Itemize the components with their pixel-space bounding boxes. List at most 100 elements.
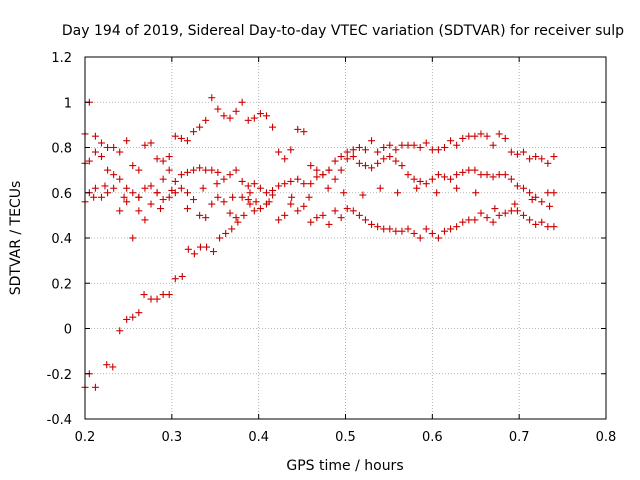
data-point bbox=[183, 189, 191, 197]
data-point bbox=[428, 229, 436, 237]
data-point bbox=[410, 175, 418, 183]
x-axis-label: GPS time / hours bbox=[286, 458, 403, 474]
data-point bbox=[288, 193, 296, 201]
data-point bbox=[538, 218, 546, 226]
data-point bbox=[141, 141, 149, 149]
data-point bbox=[208, 200, 216, 208]
data-point bbox=[300, 180, 308, 188]
data-point bbox=[380, 225, 388, 233]
data-point bbox=[222, 229, 230, 237]
data-point bbox=[489, 173, 497, 181]
data-point bbox=[250, 180, 258, 188]
data-point bbox=[453, 184, 461, 192]
data-point bbox=[171, 275, 179, 283]
data-point bbox=[256, 205, 264, 213]
data-point bbox=[340, 189, 348, 197]
data-point bbox=[159, 291, 167, 299]
data-point bbox=[491, 205, 499, 213]
data-point bbox=[168, 186, 176, 194]
data-point bbox=[196, 211, 204, 219]
data-point bbox=[544, 159, 552, 167]
data-point bbox=[546, 202, 554, 210]
data-point bbox=[153, 189, 161, 197]
data-point bbox=[398, 162, 406, 170]
data-point bbox=[281, 211, 289, 219]
data-point bbox=[361, 162, 369, 170]
data-point bbox=[159, 157, 167, 165]
data-point bbox=[471, 166, 479, 174]
data-point bbox=[269, 191, 277, 199]
data-point bbox=[214, 168, 222, 176]
data-point bbox=[520, 211, 528, 219]
data-point bbox=[90, 193, 98, 201]
data-point bbox=[232, 214, 240, 222]
data-point bbox=[349, 153, 357, 161]
data-point bbox=[116, 148, 124, 156]
data-point bbox=[528, 196, 536, 204]
data-point bbox=[265, 198, 273, 206]
y-tick-label: 0.4 bbox=[51, 232, 72, 247]
data-point bbox=[398, 141, 406, 149]
data-point bbox=[116, 175, 124, 183]
data-point bbox=[434, 171, 442, 179]
data-point bbox=[141, 216, 149, 224]
chart-title: Day 194 of 2019, Sidereal Day-to-day VTE… bbox=[62, 23, 624, 39]
data-point bbox=[287, 200, 295, 208]
y-tick-label: 0.2 bbox=[51, 277, 72, 292]
data-point bbox=[213, 180, 221, 188]
data-point bbox=[520, 184, 528, 192]
data-point bbox=[331, 157, 339, 165]
data-point bbox=[165, 166, 173, 174]
data-point bbox=[416, 177, 424, 185]
data-point bbox=[135, 193, 143, 201]
data-point bbox=[147, 295, 155, 303]
data-point bbox=[386, 141, 394, 149]
data-point bbox=[294, 175, 302, 183]
data-point bbox=[183, 205, 191, 213]
data-point bbox=[153, 155, 161, 163]
data-point bbox=[355, 159, 363, 167]
data-point bbox=[97, 139, 105, 147]
data-point bbox=[91, 132, 99, 140]
data-point bbox=[165, 153, 173, 161]
data-point bbox=[305, 193, 313, 201]
data-point bbox=[532, 220, 540, 228]
data-point bbox=[343, 148, 351, 156]
data-point bbox=[159, 175, 167, 183]
data-point bbox=[184, 245, 192, 253]
data-point bbox=[465, 132, 473, 140]
data-point bbox=[116, 327, 124, 335]
data-point bbox=[428, 175, 436, 183]
data-point bbox=[440, 173, 448, 181]
data-point bbox=[324, 184, 332, 192]
data-point bbox=[511, 200, 519, 208]
data-point bbox=[319, 171, 327, 179]
data-point bbox=[178, 272, 186, 280]
data-point bbox=[319, 211, 327, 219]
data-point bbox=[513, 182, 521, 190]
data-point bbox=[477, 209, 485, 217]
data-point bbox=[368, 164, 376, 172]
data-point bbox=[307, 162, 315, 170]
data-point bbox=[507, 207, 515, 215]
data-point bbox=[495, 130, 503, 138]
data-point bbox=[275, 182, 283, 190]
data-point bbox=[404, 171, 412, 179]
data-point bbox=[359, 191, 367, 199]
data-point bbox=[386, 225, 394, 233]
data-point bbox=[483, 132, 491, 140]
data-point bbox=[307, 180, 315, 188]
data-point bbox=[538, 198, 546, 206]
data-point bbox=[483, 214, 491, 222]
data-point bbox=[472, 189, 480, 197]
data-point bbox=[428, 146, 436, 154]
data-point bbox=[447, 225, 455, 233]
y-tick-label: 0 bbox=[64, 323, 72, 338]
y-tick-label: 1.2 bbox=[51, 51, 72, 66]
data-point bbox=[199, 184, 207, 192]
data-point bbox=[507, 175, 515, 183]
grid-lines bbox=[85, 57, 606, 419]
data-point bbox=[337, 166, 345, 174]
data-point bbox=[214, 193, 222, 201]
data-point bbox=[238, 98, 246, 106]
